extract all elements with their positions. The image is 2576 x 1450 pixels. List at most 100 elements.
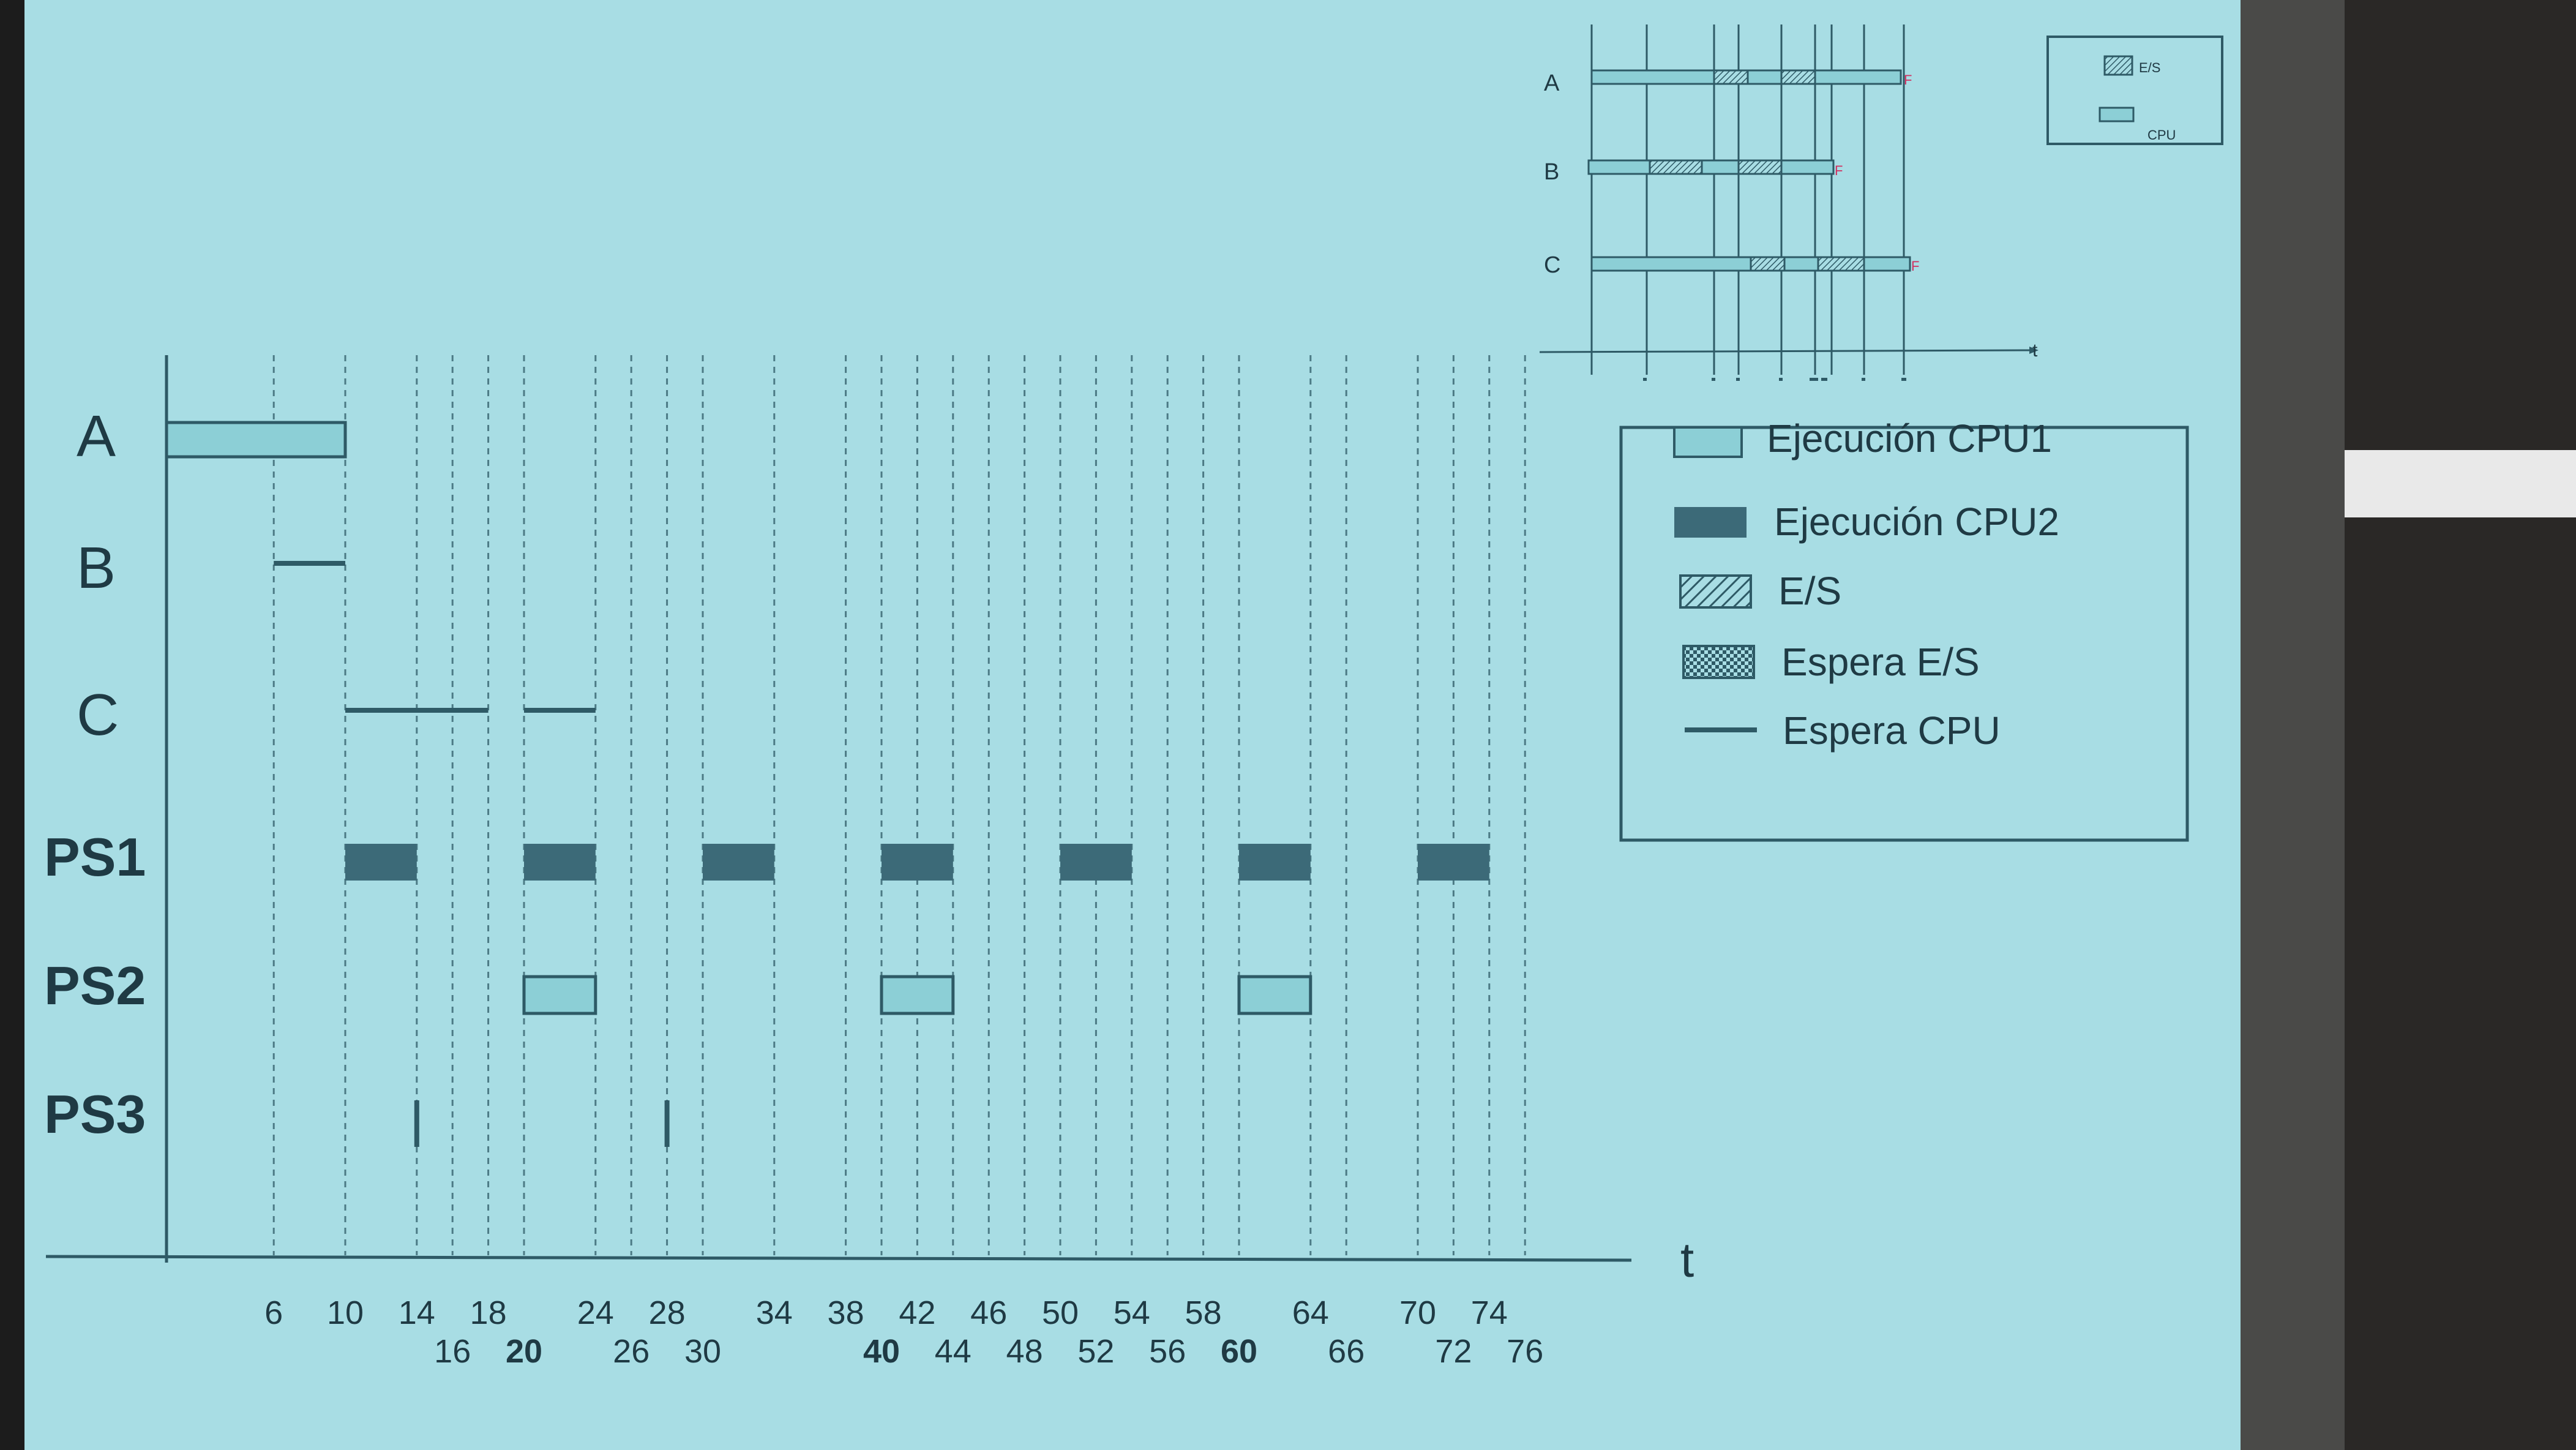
inset-tick-marks [1643,378,1906,381]
tick-label-38: 38 [828,1294,864,1331]
tick-label-46: 46 [970,1294,1007,1331]
inset-c-end-marker: F [1911,258,1919,274]
bar-ps1-cpu2-10 [345,844,417,881]
tick-label-30: 30 [684,1333,721,1370]
inset-tick-mark [1821,378,1827,381]
bar-ps2-cpu1-20 [522,975,597,1015]
screen-frame-edge [2241,0,2345,1450]
tick-label-34: 34 [756,1294,793,1331]
tick-label-60: 60 [1221,1333,1257,1370]
tick-label-42: 42 [899,1294,935,1331]
room-background [2345,0,2576,1450]
inset-tick-mark [1810,378,1818,381]
legend-label-cpu2: Ejecución CPU2 [1774,500,2059,544]
inset-b-cpu [1701,159,1740,175]
light-reflection [2345,450,2576,517]
gantt-bars [165,421,1489,1147]
inset-b-cpu [1587,159,1651,175]
inset-b-end-marker: F [1835,163,1843,178]
inset-tick-mark [1862,378,1865,381]
legend-swatch-io-wait [1682,645,1755,679]
row-label-a: A [77,404,116,469]
axes: t [45,355,1694,1287]
inset-tick-mark [1901,378,1906,381]
bar-ps1-cpu2-20 [524,844,596,881]
tick-label-58: 58 [1185,1294,1222,1331]
bar-ps1-cpu2-70 [1418,844,1489,881]
tick-label-40: 40 [863,1333,900,1370]
bar-ps1-cpu2-40 [882,844,953,881]
inset-c-cpu [1783,256,1819,272]
inset-tick-mark [1779,378,1783,381]
tick-label-18: 18 [470,1294,507,1331]
row-labels: A B C PS1 PS2 PS3 [44,404,146,1144]
inset-a-cpu [1747,69,1783,85]
bar-ps1-cpu2-60 [1239,844,1311,881]
row-label-c: C [77,682,119,748]
row-label-ps1: PS1 [44,827,146,887]
bar-ps2-cpu1-40 [880,975,955,1015]
row-label-ps3: PS3 [44,1084,146,1144]
legend-label-cpu1: Ejecución CPU1 [1767,416,2052,460]
inset-c-cpu [1590,256,1752,272]
bar-ps2-cpu1-60 [1237,975,1312,1015]
tick-label-24: 24 [577,1294,614,1331]
inset-c-io [1817,256,1865,272]
inset-a-cpu [1590,69,1715,85]
bar-ps1-cpu2-30 [703,844,774,881]
inset-a-io [1713,69,1749,85]
inset-x-axis [1539,349,2030,353]
inset-c-cpu [1863,256,1911,272]
inset-legend-swatch-io [2103,55,2133,76]
row-label-b: B [77,535,116,601]
tick-labels: 6 10 14 18 24 28 34 38 42 46 50 54 58 64 70 74 16 20 26 30 4… [264,1294,1543,1370]
tick-label-6: 6 [264,1294,283,1331]
tick-label-76: 76 [1507,1333,1543,1370]
inset-tick-mark [1712,378,1715,381]
inset-legend-box [2046,36,2223,145]
legend-swatch-cpu1 [1673,426,1743,458]
gridlines [272,355,1526,1255]
bar-ps1-cpu2-50 [1060,844,1132,881]
tick-label-74: 74 [1471,1294,1508,1331]
tick-label-50: 50 [1042,1294,1079,1331]
bar-a-cpu1-0 [165,421,347,459]
inset-row-label-b: B [1544,159,1559,185]
inset-a-io [1780,69,1816,85]
legend-swatch-cpu2 [1674,507,1747,538]
tick-label-20: 20 [506,1333,542,1370]
tick-label-66: 66 [1328,1333,1365,1370]
inset-tick-mark [1736,378,1740,381]
inset-x-arrow [2029,347,2039,354]
legend-box [1619,426,2189,842]
tick-label-54: 54 [1114,1294,1150,1331]
legend-label-io-wait: Espera E/S [1781,640,1980,684]
inset-x-axis-label: t [2032,340,2038,361]
inset-a-cpu [1814,69,1902,85]
legend-label-io: E/S [1778,569,1841,613]
tick-label-26: 26 [613,1333,650,1370]
inset-tick-mark [1643,378,1647,381]
inset-legend-label-cpu: CPU [2147,127,2176,143]
inset-diagram: t A B C F F F [1539,24,2223,381]
inset-c-io [1750,256,1786,272]
inset-b-io [1649,159,1703,175]
inset-legend-swatch-cpu [2099,107,2135,122]
inset-b-cpu [1780,159,1835,175]
tick-label-48: 48 [1006,1333,1043,1370]
inset-row-label-c: C [1544,252,1560,278]
tick-label-28: 28 [649,1294,686,1331]
legend-swatch-io [1679,574,1752,609]
tick-label-14: 14 [399,1294,435,1331]
legend-label-cpu-wait: Espera CPU [1783,708,2001,753]
inset-legend-label-io: E/S [2139,60,2160,75]
inset-row-label-a: A [1544,70,1560,96]
tick-label-70: 70 [1399,1294,1436,1331]
tick-label-52: 52 [1077,1333,1114,1370]
tick-label-56: 56 [1149,1333,1186,1370]
x-axis-label: t [1680,1233,1694,1287]
inset-a-end-marker: F [1904,72,1912,88]
tick-label-16: 16 [434,1333,471,1370]
x-axis [45,1255,1632,1262]
